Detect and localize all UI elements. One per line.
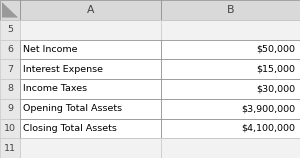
Bar	[0, 118, 20, 138]
Bar	[20, 118, 161, 138]
Bar	[20, 40, 161, 59]
Text: 6: 6	[7, 45, 13, 54]
Bar	[0, 59, 20, 79]
Text: A: A	[87, 5, 94, 15]
Text: $3,900,000: $3,900,000	[241, 104, 295, 113]
Text: 5: 5	[7, 25, 13, 34]
Text: 10: 10	[4, 124, 16, 133]
Bar	[20, 99, 161, 118]
Text: B: B	[227, 5, 234, 15]
Bar	[161, 59, 300, 79]
Text: 11: 11	[4, 144, 16, 153]
Text: Interest Expense: Interest Expense	[23, 65, 103, 74]
Text: $50,000: $50,000	[256, 45, 295, 54]
Bar	[161, 0, 300, 20]
Bar	[161, 138, 300, 158]
Text: $30,000: $30,000	[256, 84, 295, 93]
Polygon shape	[2, 2, 18, 18]
Bar	[20, 138, 161, 158]
Text: Opening Total Assets: Opening Total Assets	[23, 104, 122, 113]
Text: 8: 8	[7, 84, 13, 93]
Bar	[20, 79, 161, 99]
Bar	[0, 20, 20, 40]
Bar	[161, 40, 300, 59]
Bar	[20, 59, 161, 79]
Bar	[161, 79, 300, 99]
Bar	[0, 0, 20, 20]
Text: Closing Total Assets: Closing Total Assets	[23, 124, 117, 133]
Bar	[20, 20, 161, 40]
Bar	[161, 118, 300, 138]
Bar	[0, 40, 20, 59]
Bar	[161, 99, 300, 118]
Bar	[0, 99, 20, 118]
Text: Net Income: Net Income	[23, 45, 78, 54]
Text: $4,100,000: $4,100,000	[241, 124, 295, 133]
Bar	[0, 138, 20, 158]
Bar	[20, 0, 161, 20]
Bar	[0, 79, 20, 99]
Text: 7: 7	[7, 65, 13, 74]
Bar	[161, 20, 300, 40]
Text: 9: 9	[7, 104, 13, 113]
Text: Income Taxes: Income Taxes	[23, 84, 87, 93]
Text: $15,000: $15,000	[256, 65, 295, 74]
